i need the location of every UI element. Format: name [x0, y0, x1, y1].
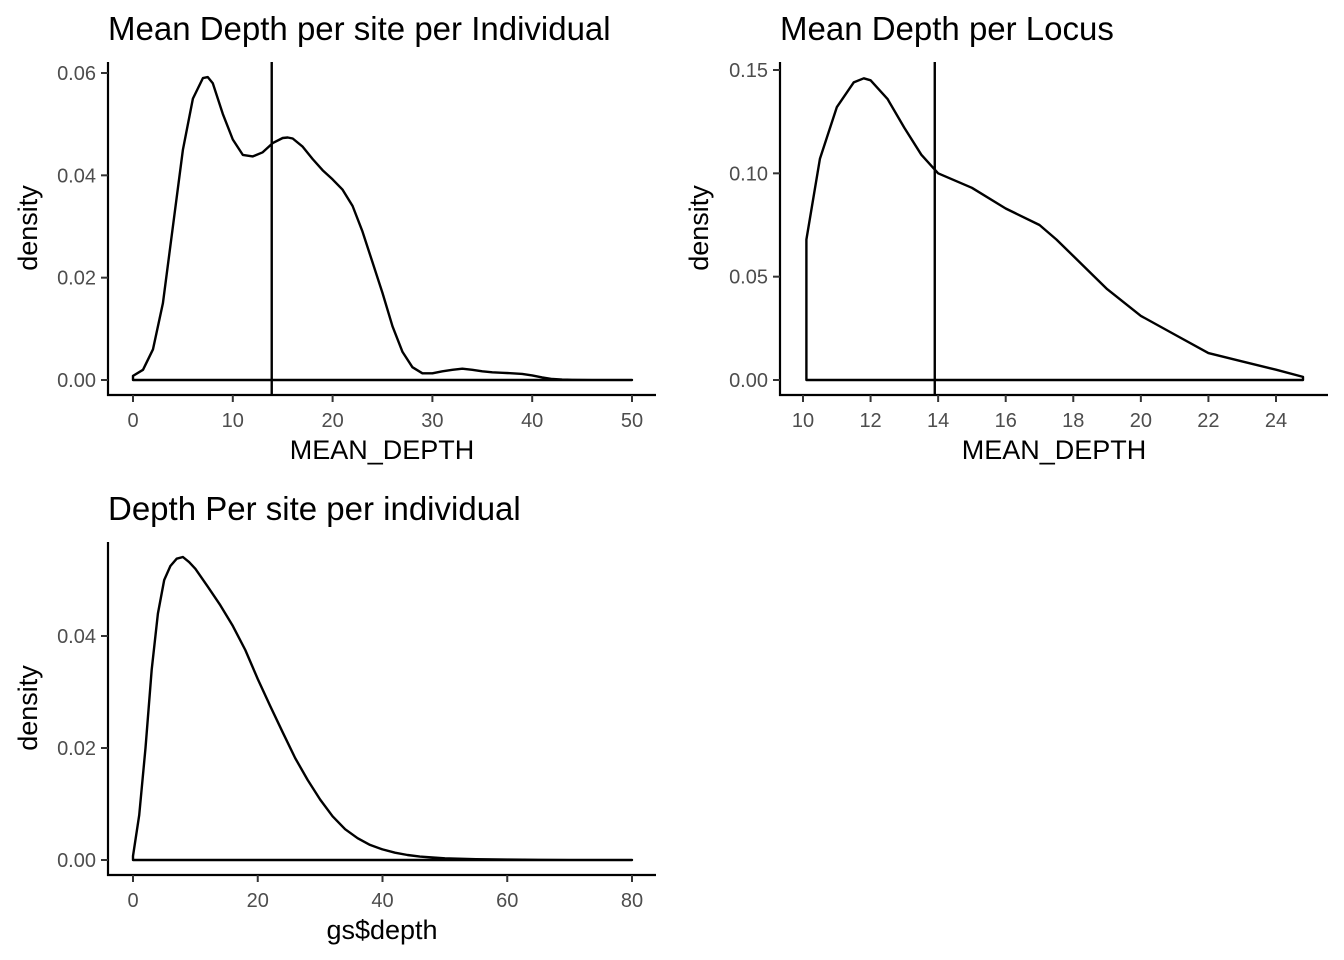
x-tick-label: 20: [247, 890, 269, 912]
x-tick-label: 12: [859, 410, 881, 432]
x-tick-label: 40: [371, 890, 393, 912]
x-tick-label: 0: [127, 410, 138, 432]
y-axis-title: density: [13, 665, 43, 751]
y-axis-title: density: [13, 185, 43, 271]
x-tick-label: 24: [1265, 410, 1287, 432]
x-tick-label: 10: [792, 410, 814, 432]
panel-title: Depth Per site per individual: [108, 490, 521, 527]
x-tick-label: 80: [621, 890, 643, 912]
y-tick-label: 0.00: [57, 850, 96, 872]
x-axis-title: MEAN_DEPTH: [290, 435, 475, 465]
y-tick-label: 0.00: [57, 370, 96, 392]
x-tick-label: 18: [1062, 410, 1084, 432]
x-tick-label: 50: [621, 410, 643, 432]
panel-title: Mean Depth per site per Individual: [108, 10, 611, 47]
x-axis-title: MEAN_DEPTH: [962, 435, 1147, 465]
density-curve: [131, 555, 634, 862]
x-tick-label: 20: [1130, 410, 1152, 432]
y-tick-label: 0.00: [729, 370, 768, 392]
plot-marks: [805, 62, 1305, 395]
y-tick-label: 0.04: [57, 165, 96, 187]
x-tick-label: 30: [421, 410, 443, 432]
plot-marks: [131, 62, 634, 395]
axis-ticks: 10 12 14 16 18 20 22 24 0.00 0.05 0.10 0.15: [729, 60, 1328, 432]
y-tick-label: 0.06: [57, 63, 96, 85]
x-axis-title: gs$depth: [326, 915, 437, 945]
x-tick-label: 20: [321, 410, 343, 432]
x-tick-label: 22: [1197, 410, 1219, 432]
y-tick-label: 0.10: [729, 163, 768, 185]
x-tick-label: 16: [995, 410, 1017, 432]
y-tick-label: 0.05: [729, 267, 768, 289]
density-curve: [131, 75, 634, 382]
x-tick-label: 14: [927, 410, 949, 432]
panel-title: Mean Depth per Locus: [780, 10, 1114, 47]
x-tick-label: 40: [521, 410, 543, 432]
panel-mean-depth-per-individual: Mean Depth per site per Individual MEAN_…: [13, 10, 656, 465]
y-tick-label: 0.02: [57, 738, 96, 760]
y-tick-label: 0.04: [57, 626, 96, 648]
axis-ticks: 0 10 20 30 40 50 0.00 0.02 0.04 0.06: [57, 62, 656, 432]
density-curve: [805, 77, 1305, 382]
panel-depth-per-site-per-individual: Depth Per site per individual gs$depth d…: [13, 490, 656, 945]
plot-marks: [131, 555, 634, 862]
y-axis-title: density: [684, 185, 714, 271]
y-tick-label: 0.15: [729, 60, 768, 82]
x-tick-label: 10: [222, 410, 244, 432]
x-tick-label: 60: [496, 890, 518, 912]
y-tick-label: 0.02: [57, 268, 96, 290]
panel-mean-depth-per-locus: Mean Depth per Locus MEAN_DEPTH density …: [684, 10, 1328, 465]
axis-ticks: 0 20 40 60 80 0.00 0.02 0.04: [57, 542, 656, 912]
x-tick-label: 0: [127, 890, 138, 912]
